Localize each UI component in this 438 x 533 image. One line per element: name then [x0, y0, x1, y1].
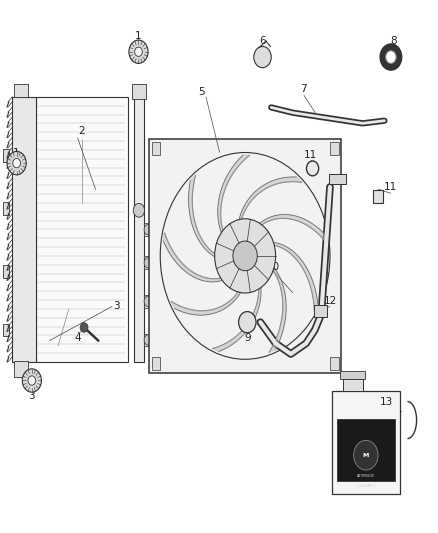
Bar — [144, 334, 153, 346]
Text: 13: 13 — [380, 397, 393, 407]
Bar — [12, 97, 36, 362]
Bar — [152, 357, 160, 370]
Bar — [144, 223, 153, 236]
Bar — [3, 149, 9, 161]
Bar — [14, 84, 28, 97]
Bar — [330, 142, 339, 155]
Circle shape — [144, 257, 153, 268]
Bar — [328, 174, 346, 184]
Circle shape — [129, 40, 148, 63]
Circle shape — [144, 296, 153, 306]
Text: 7: 7 — [300, 84, 307, 94]
Polygon shape — [238, 177, 301, 238]
Circle shape — [80, 322, 88, 332]
Circle shape — [354, 440, 378, 470]
Circle shape — [215, 219, 276, 293]
Polygon shape — [213, 270, 261, 351]
Circle shape — [28, 376, 35, 385]
Text: 1: 1 — [135, 31, 142, 41]
Text: ANTIFREEZE: ANTIFREEZE — [357, 474, 375, 478]
Polygon shape — [250, 214, 327, 244]
Text: 10: 10 — [267, 262, 280, 271]
Circle shape — [307, 161, 319, 176]
Polygon shape — [163, 233, 236, 282]
Bar — [332, 391, 399, 495]
Circle shape — [239, 312, 256, 333]
Bar — [152, 142, 160, 155]
Text: 8: 8 — [390, 36, 396, 46]
Bar — [314, 305, 327, 317]
Text: |  COOLANT  |: | COOLANT | — [356, 483, 376, 488]
Circle shape — [144, 224, 153, 235]
Circle shape — [144, 335, 153, 345]
Text: 1: 1 — [13, 148, 20, 158]
Circle shape — [233, 241, 257, 271]
Text: 4: 4 — [74, 333, 81, 343]
Polygon shape — [259, 242, 318, 311]
Bar — [134, 86, 144, 362]
Polygon shape — [171, 276, 247, 315]
Bar — [14, 361, 28, 377]
Circle shape — [254, 46, 271, 68]
Bar — [343, 379, 363, 391]
Text: 12: 12 — [323, 296, 337, 306]
Bar — [340, 371, 365, 379]
Polygon shape — [218, 155, 250, 247]
Text: 2: 2 — [78, 126, 85, 136]
Polygon shape — [261, 258, 286, 352]
Text: 11: 11 — [304, 150, 317, 160]
Bar — [330, 357, 339, 370]
Bar — [132, 84, 146, 100]
Bar — [3, 324, 9, 336]
Bar — [3, 202, 9, 215]
Text: 6: 6 — [259, 36, 266, 46]
Circle shape — [386, 51, 396, 63]
Text: 3: 3 — [113, 301, 120, 311]
Bar — [336, 419, 395, 481]
Circle shape — [381, 44, 401, 70]
Bar — [3, 265, 9, 278]
Circle shape — [7, 151, 26, 175]
Text: 3: 3 — [28, 391, 35, 401]
Bar — [144, 256, 153, 269]
Circle shape — [13, 158, 21, 168]
Bar — [373, 190, 383, 203]
Bar — [149, 139, 341, 373]
Bar — [144, 295, 153, 308]
Circle shape — [133, 204, 145, 217]
Polygon shape — [189, 175, 229, 261]
Bar — [36, 97, 127, 362]
Circle shape — [22, 369, 42, 392]
Text: 5: 5 — [198, 86, 205, 96]
Text: 9: 9 — [244, 333, 251, 343]
Circle shape — [134, 47, 142, 56]
Text: M: M — [363, 453, 369, 458]
Text: 11: 11 — [384, 182, 398, 192]
